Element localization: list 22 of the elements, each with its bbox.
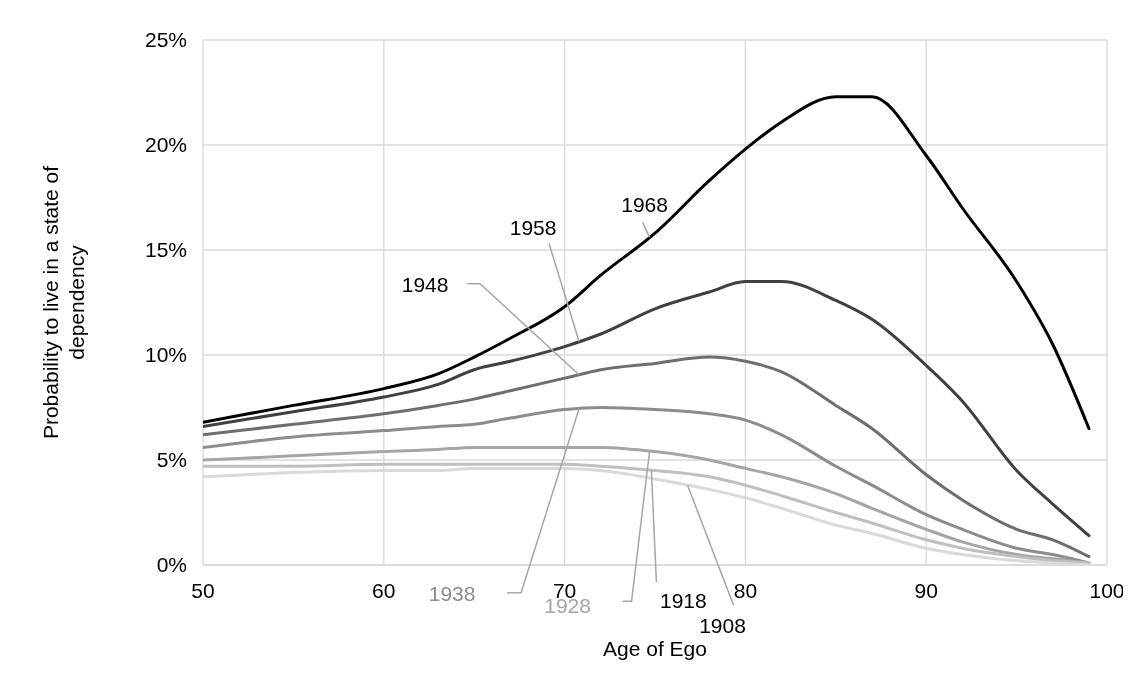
text: 1918 xyxy=(660,589,707,613)
text: 1938 xyxy=(428,581,476,605)
y-tick-label: 5% xyxy=(156,448,187,472)
line-series xyxy=(203,95,1091,430)
x-tick-label: 60 xyxy=(372,578,396,602)
text: 1948 xyxy=(401,272,449,296)
line-series xyxy=(203,280,1091,538)
y-tick-label: 10% xyxy=(144,343,187,367)
y-tick-label: 20% xyxy=(144,133,187,157)
x-tick-label: 50 xyxy=(191,578,215,602)
x-tick-label: 80 xyxy=(733,578,758,602)
y-tick-label: 25% xyxy=(144,28,187,52)
y-tick-label: 0% xyxy=(156,553,187,577)
text: 1908 xyxy=(699,614,746,638)
x-tick-label: 90 xyxy=(914,578,938,602)
line-series xyxy=(203,355,1091,559)
x-axis-title: Age of Ego xyxy=(603,637,707,660)
text: 1958 xyxy=(509,215,557,239)
series-label: 1968 xyxy=(621,193,668,217)
x-tick-label: 100 xyxy=(1089,578,1125,602)
y-axis-title: Probability to live in a state of dependency xyxy=(39,165,88,440)
y-tick-label: 15% xyxy=(144,238,187,262)
